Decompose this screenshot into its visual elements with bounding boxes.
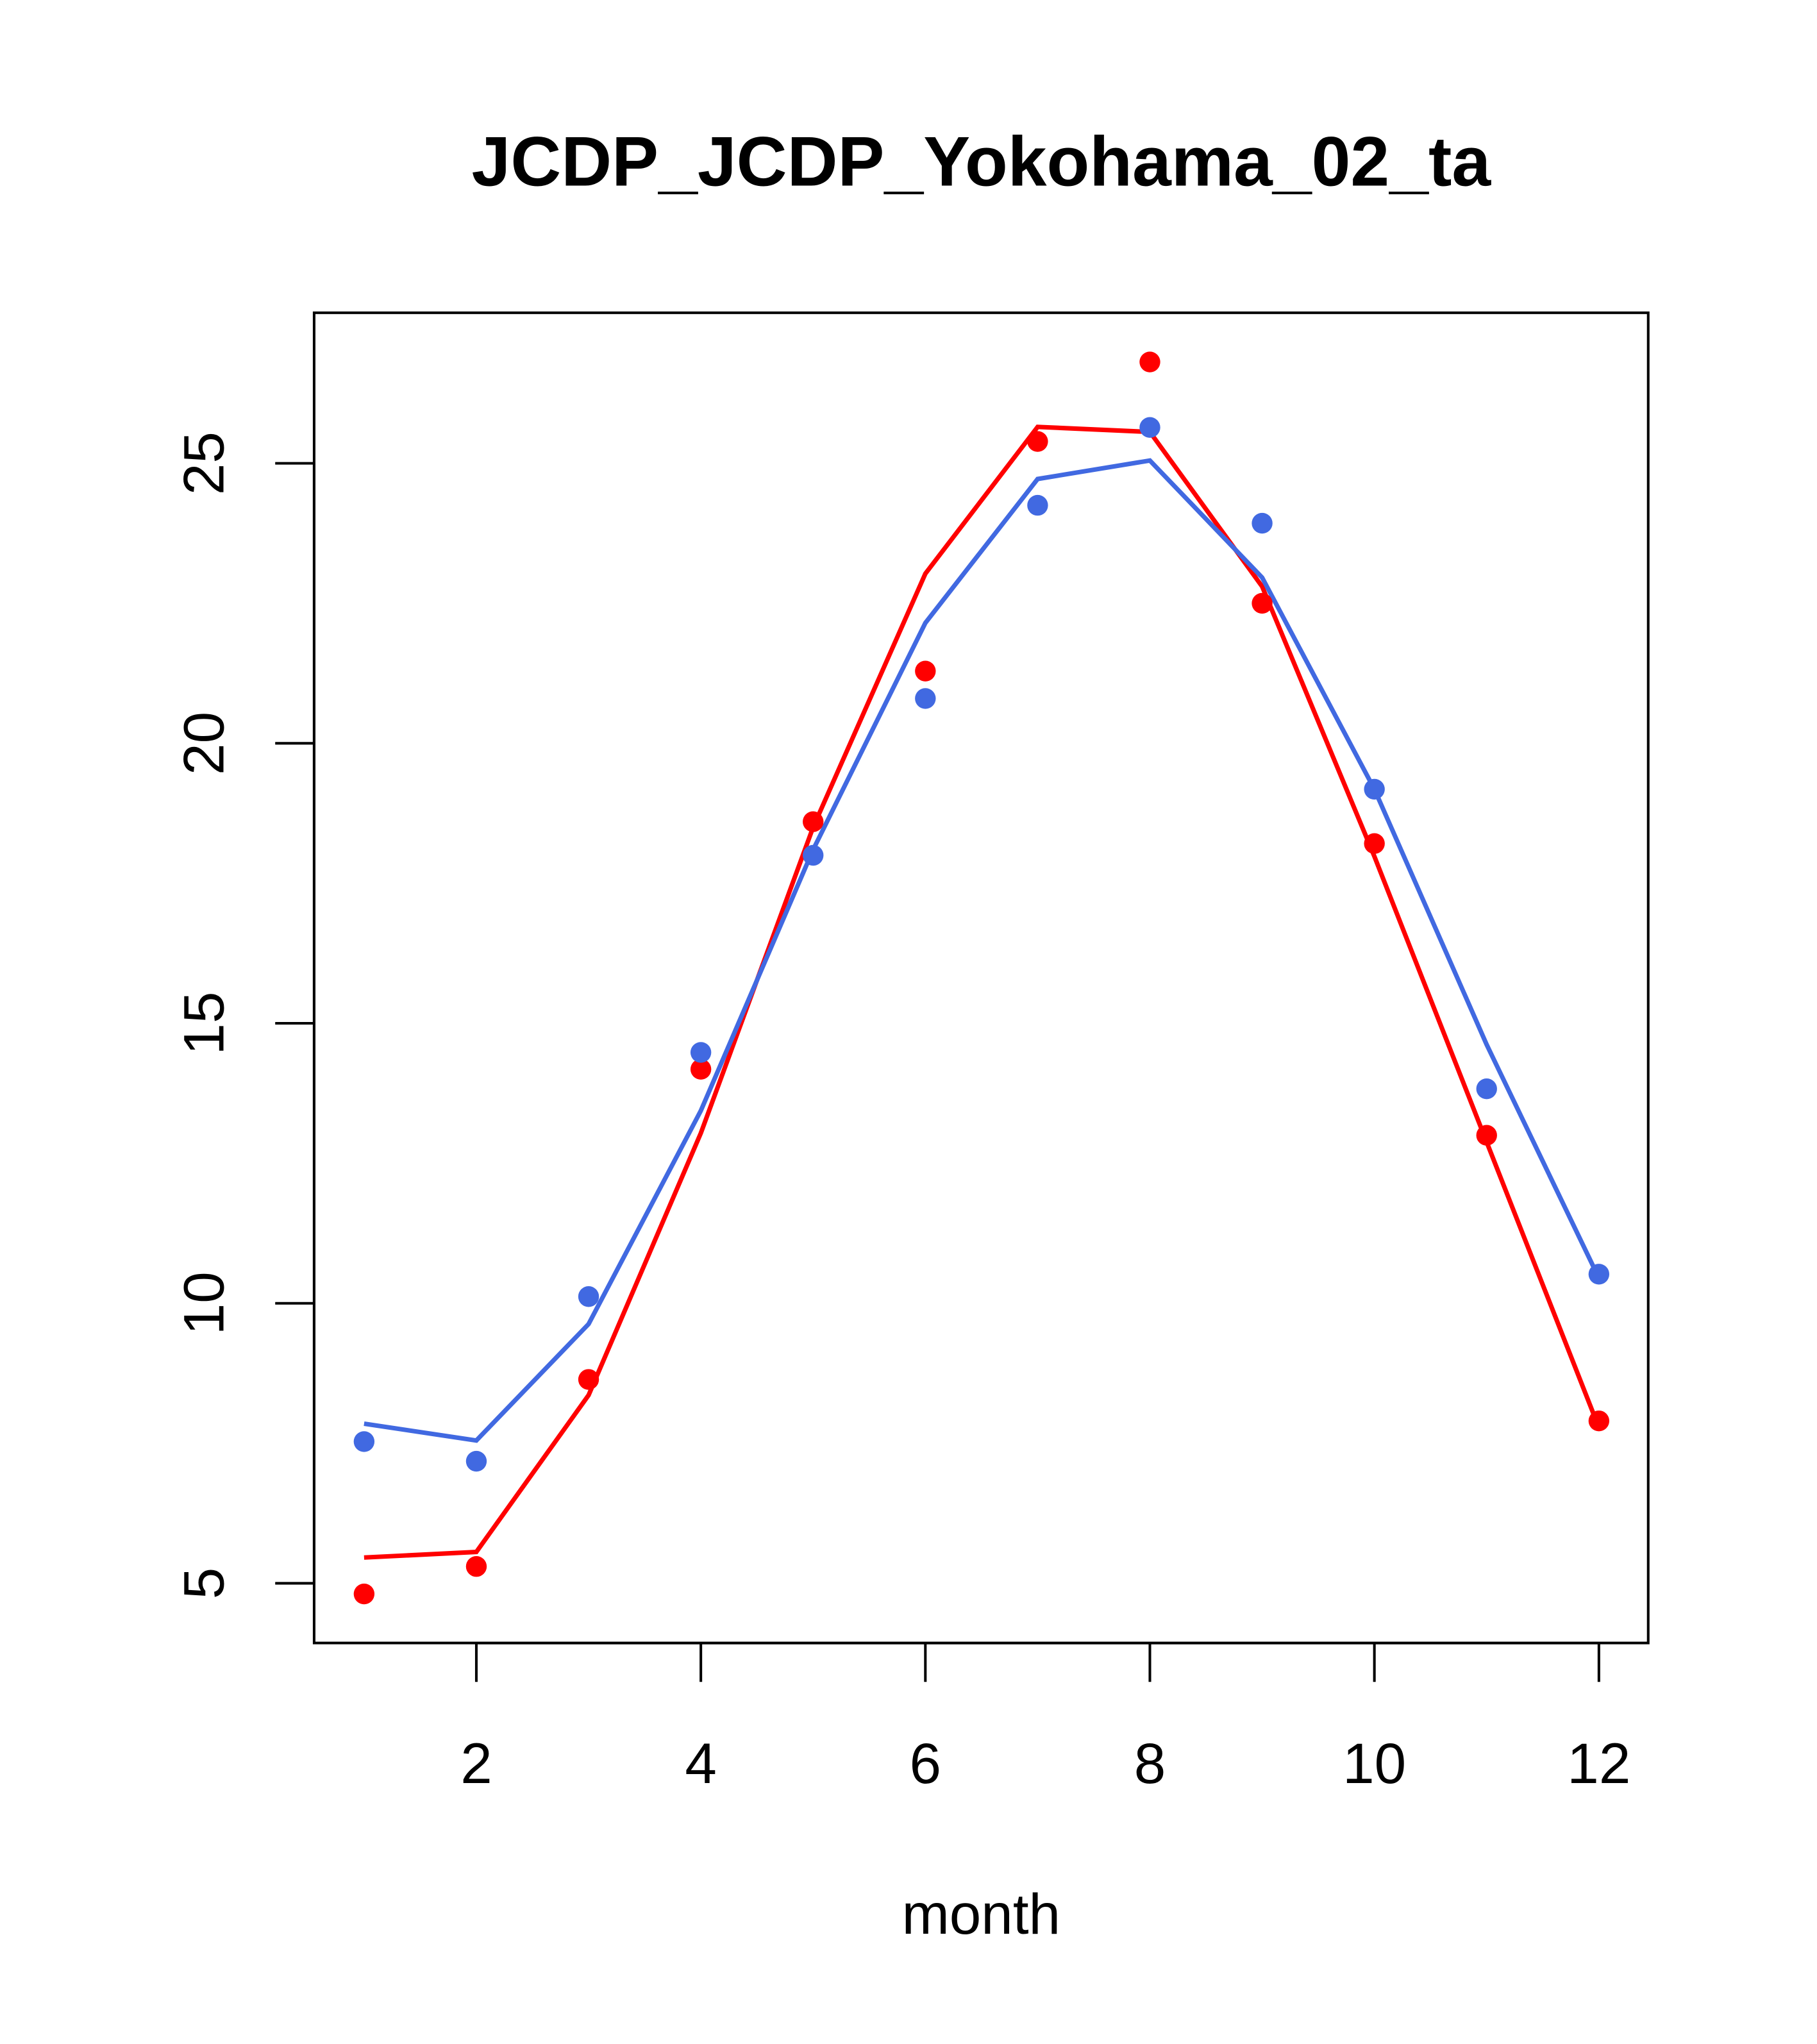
blue-point xyxy=(915,688,936,709)
red-point xyxy=(1364,833,1385,854)
x-tick-label: 8 xyxy=(1134,1731,1166,1795)
x-axis: 2 4 6 8 10 12 xyxy=(460,1641,1630,1795)
blue-point xyxy=(1139,417,1160,438)
x-tick-label: 4 xyxy=(685,1731,717,1795)
blue-point xyxy=(803,844,824,866)
blue-point xyxy=(690,1042,712,1063)
red-point xyxy=(690,1059,712,1080)
blue-point xyxy=(1588,1264,1610,1285)
red-point xyxy=(1476,1125,1497,1146)
x-tick-label: 12 xyxy=(1567,1731,1630,1795)
blue-point xyxy=(353,1431,375,1452)
y-tick-label: 15 xyxy=(171,991,235,1055)
blue-point xyxy=(1252,512,1273,534)
red-point xyxy=(1027,431,1048,452)
blue-point xyxy=(578,1286,599,1307)
red-point xyxy=(915,660,936,682)
y-axis: 5 10 15 20 25 xyxy=(171,431,315,1600)
red-point xyxy=(578,1369,599,1390)
y-tick-label: 20 xyxy=(171,712,235,775)
x-tick-label: 10 xyxy=(1343,1731,1406,1795)
blue-point xyxy=(1027,494,1048,516)
red-point xyxy=(353,1583,375,1605)
blue-point xyxy=(1364,778,1385,800)
series-layer xyxy=(353,351,1610,1605)
red-line xyxy=(364,424,1602,1560)
red-point xyxy=(1139,351,1160,373)
x-tick-label: 2 xyxy=(460,1731,492,1795)
y-tick-label: 25 xyxy=(171,431,235,495)
y-tick-label: 5 xyxy=(171,1568,235,1600)
chart-title: JCDP_JCDP_Yokohama_02_ta xyxy=(472,122,1492,201)
red-point xyxy=(1588,1410,1610,1432)
x-axis-label: month xyxy=(902,1882,1061,1946)
red-point xyxy=(1252,592,1273,614)
x-tick-label: 6 xyxy=(910,1731,942,1795)
blue-point xyxy=(1476,1078,1497,1100)
red-point xyxy=(803,811,824,832)
blue-line xyxy=(364,458,1602,1443)
blue-point xyxy=(465,1450,487,1472)
y-tick-label: 10 xyxy=(171,1271,235,1335)
red-point xyxy=(465,1556,487,1577)
